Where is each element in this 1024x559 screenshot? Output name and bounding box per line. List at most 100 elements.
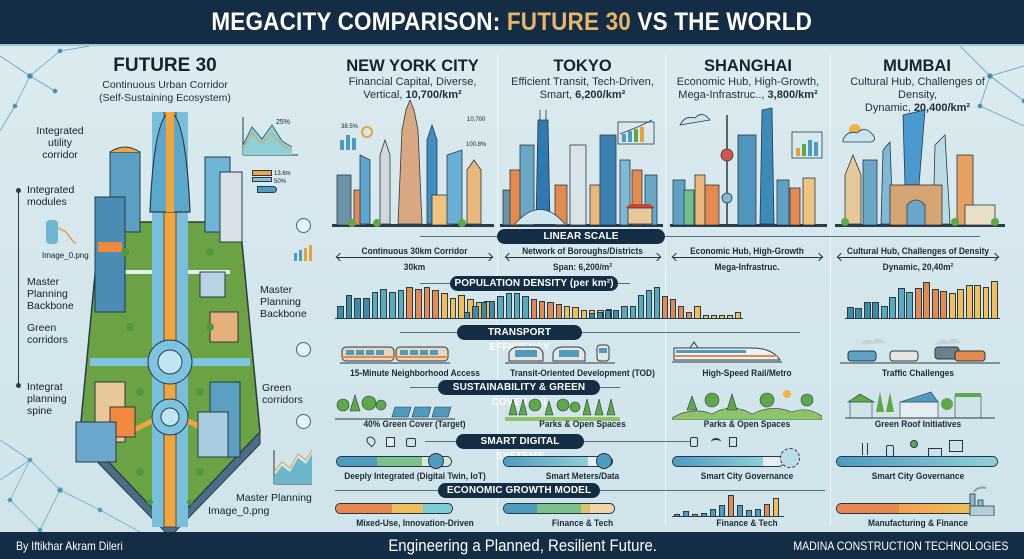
mini-chart-pct: 25%	[276, 119, 291, 126]
economic-progress-mumbai[interactable]	[836, 503, 976, 514]
density-bar	[621, 306, 628, 318]
antenna-icon	[862, 443, 868, 455]
iot-pulse-icon	[428, 453, 444, 469]
density-bar	[718, 315, 725, 318]
city-desc-nyc: Financial Capital, Diverse, Vertical, 10…	[348, 76, 477, 101]
page-footer: By Iftikhar Akram Dileri Engineering a P…	[0, 532, 1024, 559]
mumbai-skyline-illustration	[835, 109, 1005, 227]
city-title-mumbai: MUMBAI	[883, 57, 951, 75]
callout-integrated-modules: Integrated modules	[27, 184, 75, 208]
high-speed-rail-icon	[672, 341, 782, 363]
density-bar	[897, 288, 905, 318]
transport-label-shanghai: High-Speed Rail/Metro	[702, 368, 792, 379]
shanghai-skyline-illustration	[670, 107, 827, 227]
density-bar	[423, 287, 431, 318]
callout-master-planning: Master Planning	[236, 492, 312, 504]
economic-bar	[692, 514, 698, 516]
density-bar	[380, 289, 388, 318]
linear-scale-mumbai-arrow	[838, 257, 998, 258]
chip-icon	[690, 437, 698, 447]
density-bar	[872, 302, 880, 318]
density-bar	[406, 287, 414, 318]
tram-icon	[340, 346, 450, 364]
density-bar	[480, 302, 487, 318]
image-label-1: Image_0.png	[42, 251, 89, 260]
density-bar	[497, 296, 504, 318]
bracket-dot-bottom	[16, 383, 21, 388]
linear-scale-shanghai-arrow	[673, 257, 822, 258]
economic-label-nyc: Mixed-Use, Innovation-Driven	[356, 518, 474, 529]
processor-icon	[729, 437, 737, 447]
linear-scale-shanghai-top: Economic Hub, High-Growth	[690, 246, 804, 257]
linear-scale-shanghai-bottom: Mega-Infrastruc.	[714, 262, 780, 273]
nyc-annotation-pct: 38.5%	[341, 124, 359, 130]
density-bar	[957, 289, 965, 318]
economic-progress-tokyo[interactable]	[503, 503, 615, 514]
linear-scale-line	[420, 236, 980, 237]
mini-bar-blue	[252, 177, 272, 182]
density-bar	[513, 293, 521, 318]
density-bar	[397, 290, 405, 318]
tokyo-skyline-illustration	[500, 110, 663, 227]
linear-scale-nyc-top: Continuous 30km Corridor	[361, 246, 468, 257]
density-bar	[522, 296, 529, 318]
mini-bar-orange	[252, 170, 272, 176]
population-chart-nyc	[335, 285, 493, 319]
dashboard-icon	[928, 448, 942, 457]
density-bar	[847, 307, 854, 318]
density-bar	[982, 287, 990, 318]
smart-progress-shanghai[interactable]	[672, 456, 784, 467]
author-credit: By Iftikhar Akram Dileri	[16, 538, 123, 553]
governance-gear-icon	[780, 448, 800, 468]
bracket-dot-top	[16, 188, 21, 193]
growth-bars-icon	[294, 245, 312, 261]
density-bar	[488, 301, 496, 318]
future30-subtitle: Continuous Urban Corridor (Self-Sustaini…	[99, 79, 231, 104]
density-bar	[572, 307, 579, 318]
nyc-annotation-density: 10,700	[467, 117, 486, 123]
density-bar	[449, 298, 457, 318]
traffic-cars-icon	[840, 338, 1000, 364]
city-title-tokyo: TOKYO	[553, 57, 612, 75]
density-bar	[464, 312, 471, 318]
density-bar	[661, 296, 669, 318]
density-bar	[547, 302, 554, 318]
sustainability-label-mumbai: Green Roof Initiatives	[874, 419, 962, 430]
density-bar	[432, 290, 440, 318]
density-bar	[914, 288, 922, 318]
density-bar	[458, 295, 466, 318]
density-bar	[974, 285, 981, 318]
economic-bar	[701, 513, 707, 516]
linear-scale-mumbai-bottom: Dynamic, 20,40m²	[882, 262, 954, 273]
callout-utility-corridor: Integrated utility corridor	[36, 125, 84, 161]
density-bar	[880, 306, 888, 318]
linear-scale-nyc-arrow	[337, 257, 492, 258]
density-bar	[734, 312, 742, 318]
section-header-linear-scale: LINEAR SCALE	[497, 229, 665, 244]
density-bar	[686, 312, 693, 318]
density-bar	[940, 291, 948, 318]
map-pin-icon	[364, 434, 378, 448]
device-icon	[406, 438, 416, 447]
smart-label-mumbai: Smart City Governance	[871, 471, 965, 482]
column-divider-2	[665, 55, 666, 525]
density-bar	[555, 304, 562, 318]
economic-progress-nyc[interactable]	[335, 503, 453, 514]
people-circle-icon	[296, 414, 311, 429]
linear-scale-tokyo-top: Network of Boroughs/Districts	[522, 246, 643, 257]
smart-label-shanghai: Smart City Governance	[700, 471, 794, 482]
company-name: MADINA CONSTRUCTION TECHNOLOGIES	[792, 538, 1008, 553]
mini-tag	[257, 186, 277, 193]
density-bar	[337, 306, 344, 318]
economic-bar	[746, 510, 752, 516]
section-header-transport: TRANSPORT EFFICIENCY	[457, 325, 582, 353]
density-bar	[670, 299, 677, 318]
density-bar	[702, 315, 709, 318]
city-title-shanghai: SHANGHAI	[703, 57, 792, 75]
document-icon	[386, 437, 395, 447]
smart-label-nyc: Deeply Integrated (Digital Twin, IoT)	[344, 471, 486, 482]
plant-icon	[910, 440, 918, 448]
density-bar	[605, 310, 612, 318]
city-desc-mumbai: Cultural Hub, Challenges of Density, Dyn…	[850, 76, 985, 114]
smart-progress-mumbai[interactable]	[836, 456, 998, 467]
